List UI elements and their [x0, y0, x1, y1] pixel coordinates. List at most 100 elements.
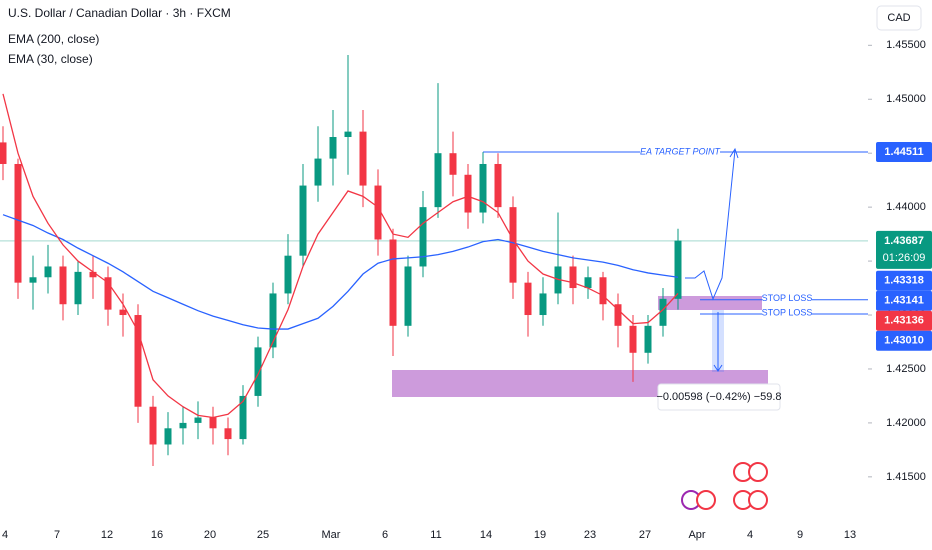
- candle-body: [329, 137, 337, 159]
- measure-box: [657, 383, 781, 411]
- candle-body: [14, 163, 22, 283]
- currency-box[interactable]: [876, 5, 922, 31]
- candle-body: [224, 428, 232, 440]
- candle-body: [659, 298, 667, 326]
- candle-body: [539, 293, 547, 316]
- price-badge: [876, 230, 932, 269]
- x-tick-label: 23: [584, 529, 596, 541]
- candle-body: [179, 422, 187, 429]
- price-badge-label: 1.44511: [884, 146, 923, 158]
- x-tick-label: 6: [382, 529, 388, 541]
- x-tick-label: 4: [747, 529, 753, 541]
- x-tick-label: 9: [797, 529, 803, 541]
- candle-body: [269, 293, 277, 348]
- x-tick-label: 19: [534, 529, 546, 541]
- stop-loss-bg: [762, 307, 812, 320]
- price-badge: [876, 290, 932, 311]
- target-label: EA TARGET POINT: [640, 146, 722, 156]
- y-tick-label: 1.45500: [886, 39, 926, 51]
- candle-body: [644, 325, 652, 353]
- candle-body: [434, 153, 442, 208]
- candle-body: [464, 174, 472, 213]
- candle-body: [404, 266, 412, 326]
- y-tick-label: 1.45000: [886, 93, 926, 105]
- x-tick-label: Mar: [322, 529, 341, 541]
- candle-body: [0, 142, 7, 164]
- price-badge-label: 1.43687: [884, 235, 924, 247]
- price-badge: [876, 330, 932, 351]
- x-tick-label: 7: [54, 529, 60, 541]
- plot-area: EA TARGET POINT STOP LOSS STOP LOSS: [0, 55, 868, 467]
- price-badge-label: 1.43318: [884, 275, 924, 287]
- measure-arrow-head: [713, 364, 723, 372]
- price-badge: [876, 310, 932, 331]
- x-tick-label: 27: [639, 529, 651, 541]
- candle-body: [344, 131, 352, 138]
- candle-body: [569, 266, 577, 289]
- x-tick-label: 14: [480, 529, 492, 541]
- candle-body: [104, 277, 112, 310]
- candle-body: [164, 428, 172, 445]
- candle-body: [584, 277, 592, 289]
- candle-body: [284, 255, 292, 294]
- x-tick-label: 11: [430, 529, 441, 541]
- indicator-label: EMA (30, close): [8, 52, 93, 66]
- price-badge-label: 1.43136: [884, 315, 924, 327]
- candle-body: [479, 163, 487, 213]
- candle-body: [674, 240, 682, 299]
- candle-body: [89, 271, 97, 278]
- ema-line: [2, 93, 679, 419]
- candle-body: [509, 207, 517, 283]
- candle-body: [29, 277, 37, 283]
- y-tick-label: 1.41500: [886, 471, 926, 483]
- y-tick-label: 1.42000: [886, 417, 926, 429]
- stop-loss-label: STOP LOSS: [762, 293, 813, 303]
- x-tick-label: 20: [204, 529, 216, 541]
- y-tick-label: 1.44000: [886, 201, 926, 213]
- candle-body: [629, 325, 637, 353]
- candle-body: [614, 304, 622, 326]
- chart-title: U.S. Dollar / Canadian Dollar · 3h · FXC…: [8, 6, 231, 20]
- trade-path: [685, 149, 736, 301]
- y-tick-label: 1.42500: [886, 363, 926, 375]
- countdown: 01:26:09: [883, 252, 926, 264]
- trade-arrow-head: [729, 147, 739, 159]
- x-tick-label: 13: [844, 529, 856, 541]
- candle-body: [599, 277, 607, 305]
- candle-body: [59, 266, 67, 305]
- stop-loss-label: STOP LOSS: [762, 307, 813, 317]
- x-tick-label: 12: [101, 529, 113, 541]
- measure-label: −0.00598 (−0.42%) −59.8: [656, 391, 781, 403]
- candle-body: [74, 271, 82, 305]
- x-tick-label: 16: [151, 529, 163, 541]
- currency: CAD: [887, 12, 910, 24]
- candle-body: [149, 406, 157, 445]
- x-tick-label: 25: [257, 529, 269, 541]
- candle-body: [134, 315, 142, 407]
- stop-loss-bg: [762, 293, 812, 306]
- candle-body: [299, 185, 307, 256]
- candle-body: [449, 153, 457, 175]
- candle-body: [524, 282, 532, 316]
- event-icons[interactable]: [681, 462, 768, 510]
- candle-body: [494, 163, 502, 208]
- indicator-label: EMA (200, close): [8, 32, 99, 46]
- price-badge-label: 1.43010: [884, 335, 924, 347]
- x-tick-label: Apr: [688, 529, 705, 541]
- price-badge: [876, 142, 932, 163]
- candle-body: [194, 417, 202, 423]
- candle-body: [44, 266, 52, 278]
- candle-body: [389, 239, 397, 326]
- x-tick-label: 4: [2, 529, 8, 541]
- candle-body: [254, 347, 262, 396]
- candle-body: [419, 207, 427, 267]
- candle-body: [374, 185, 382, 240]
- candle-body: [314, 158, 322, 186]
- candle-body: [359, 131, 367, 186]
- price-badge: [876, 270, 932, 291]
- ema-line: [2, 214, 679, 330]
- candle-body: [239, 395, 247, 440]
